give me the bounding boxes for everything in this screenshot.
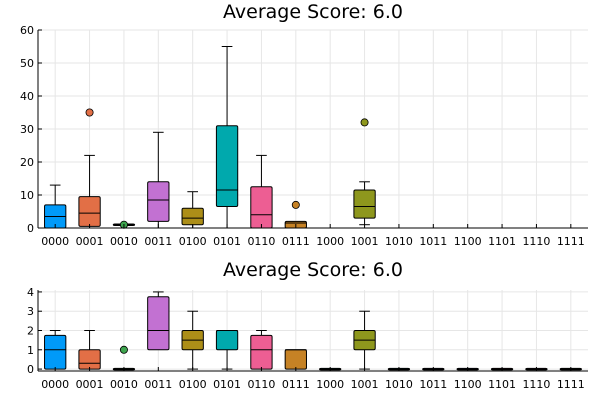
bottom-chart-panel: Average Score: 6.0 0 1 2 3 4 0000 0001 0010 0011 0… [27, 259, 588, 391]
y-tick-label: 50 [20, 57, 34, 70]
x-tick-label: 0111 [282, 235, 310, 248]
y-tick-label: 0 [27, 363, 34, 376]
y-tick-label: 4 [27, 286, 34, 299]
y-tick-label: 3 [27, 305, 34, 318]
x-tick-label: 0001 [76, 235, 104, 248]
x-tick-label: 1001 [351, 378, 379, 391]
outlier-point [85, 108, 94, 117]
y-tick-label: 60 [20, 24, 34, 37]
x-tick-label: 0010 [110, 378, 138, 391]
x-tick-label: 0011 [144, 378, 172, 391]
x-tick-label: 1010 [385, 378, 413, 391]
outlier-point [291, 200, 300, 209]
y-tick-label: 20 [20, 156, 34, 169]
x-tick-label: 1000 [316, 235, 344, 248]
x-tick-label: 1110 [522, 235, 550, 248]
x-tick-label: 0101 [213, 378, 241, 391]
y-tick-label: 2 [27, 325, 34, 338]
x-tick-label: 0010 [110, 235, 138, 248]
outlier-point [119, 345, 128, 354]
y-tick-label: 10 [20, 189, 34, 202]
x-tick-label: 0101 [213, 235, 241, 248]
chart-title: Average Score: 6.0 [223, 259, 403, 281]
x-tick-label: 0110 [247, 235, 275, 248]
x-tick-label: 1010 [385, 235, 413, 248]
chart-title: Average Score: 6.0 [223, 1, 403, 23]
x-tick-label: 1111 [557, 378, 585, 391]
box-0101 [215, 330, 239, 351]
box-0100 [181, 207, 204, 226]
x-tick-label: 1000 [316, 378, 344, 391]
x-tick-label: 0110 [247, 378, 275, 391]
box-0011 [147, 296, 170, 351]
box-1001 [353, 189, 376, 219]
x-tick-label: 1101 [488, 235, 516, 248]
box-0101 [215, 125, 239, 208]
y-tick-label: 0 [27, 222, 34, 235]
box-0001 [78, 349, 101, 370]
x-tick-label: 1100 [454, 378, 482, 391]
x-tick-label: 1011 [419, 378, 447, 391]
box-0111 [284, 349, 307, 370]
x-tick-label: 0100 [179, 378, 207, 391]
y-tick-label: 40 [20, 90, 34, 103]
x-tick-label: 1111 [557, 235, 585, 248]
x-tick-label: 0000 [41, 378, 69, 391]
y-tick-label: 1 [27, 344, 34, 357]
box-0000 [44, 334, 67, 370]
x-tick-label: 0100 [179, 235, 207, 248]
x-tick-label: 0000 [41, 235, 69, 248]
x-tick-label: 0001 [76, 378, 104, 391]
top-chart-panel: Average Score: 6.0 0 10 20 30 40 50 60 0000 0001 0… [20, 1, 588, 248]
y-tick-label: 30 [20, 123, 34, 136]
box-0001 [78, 196, 101, 227]
x-tick-label: 1011 [419, 235, 447, 248]
box-0011 [147, 181, 170, 222]
x-tick-label: 1100 [454, 235, 482, 248]
box-0110 [250, 334, 273, 370]
x-tick-label: 0011 [144, 235, 172, 248]
x-tick-label: 0111 [282, 378, 310, 391]
outlier-point [360, 118, 369, 127]
box-0110 [250, 186, 273, 229]
x-tick-label: 1110 [522, 378, 550, 391]
x-tick-label: 1101 [488, 378, 516, 391]
x-tick-label: 1001 [351, 235, 379, 248]
